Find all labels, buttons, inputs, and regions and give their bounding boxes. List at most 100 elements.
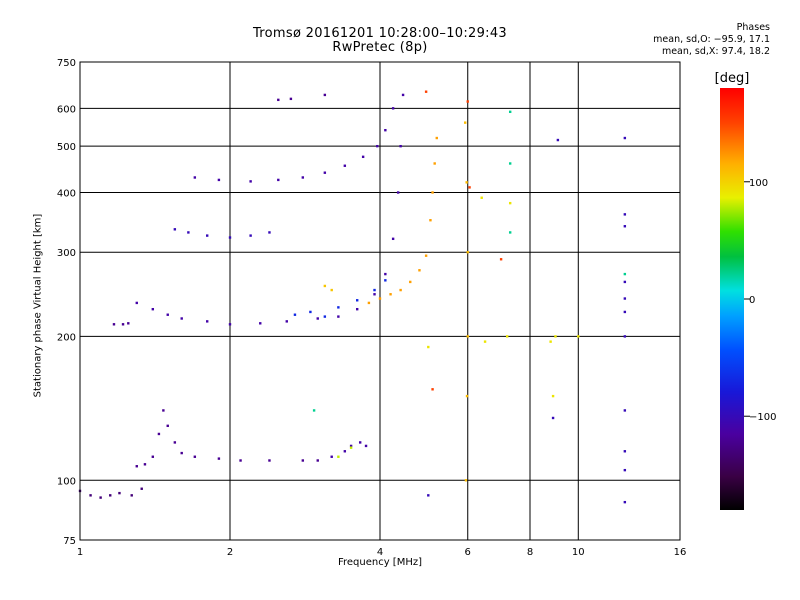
echo-point — [217, 457, 221, 460]
echo-point — [130, 494, 133, 497]
echo-point — [367, 301, 371, 305]
echo-point — [217, 178, 221, 182]
echo-point — [623, 225, 627, 228]
chart-subtitle: RwPretec (8p) — [332, 40, 428, 55]
echo-point — [151, 455, 155, 458]
echo-point — [330, 455, 333, 458]
echo-point — [431, 191, 434, 194]
colorbar-label: [deg] — [715, 71, 750, 86]
echo-point — [623, 272, 627, 276]
echo-point — [508, 162, 512, 165]
stats-x-mode: mean, sd,X: 97.4, 18.2 — [661, 46, 770, 57]
echo-point — [427, 345, 430, 349]
echo-point — [277, 178, 280, 182]
echo-point — [373, 293, 376, 296]
echo-point — [343, 450, 347, 453]
echo-point — [577, 335, 580, 338]
x-tick-label: 8 — [527, 547, 533, 558]
echo-point — [623, 213, 627, 216]
echo-point — [435, 136, 438, 140]
echo-point — [429, 219, 432, 222]
echo-point — [483, 340, 487, 343]
echo-point — [466, 100, 469, 103]
echo-point — [268, 459, 271, 462]
echo-point — [89, 494, 92, 497]
phase-stats: Phases mean, sd,O: −95.9, 17.1 mean, sd,… — [653, 22, 770, 58]
echo-point — [143, 463, 147, 466]
echo-point — [623, 335, 627, 338]
echo-point — [109, 494, 112, 497]
echo-point — [355, 299, 359, 302]
echo-point — [424, 90, 428, 93]
echo-point — [316, 459, 319, 462]
echo-point — [551, 394, 555, 398]
echo-point — [323, 93, 327, 97]
echo-point — [554, 335, 557, 338]
y-tick-label: 750 — [57, 58, 76, 69]
echo-point — [151, 307, 155, 311]
echo-point — [301, 176, 305, 179]
echo-point — [355, 307, 359, 311]
echo-point — [187, 231, 190, 234]
chart-title: Tromsø 20161201 10:28:00–10:29:43 — [252, 26, 508, 41]
echo-point — [551, 416, 555, 420]
echo-point — [268, 231, 271, 234]
echo-point — [391, 107, 395, 110]
echo-point — [499, 258, 503, 261]
echo-point — [205, 234, 209, 237]
x-tick-label: 2 — [227, 547, 233, 558]
echo-point — [401, 93, 405, 97]
y-axis-ticks: 75 100 200 300 400 500 600 750 — [57, 58, 76, 547]
echo-point — [623, 409, 627, 412]
echo-point — [464, 121, 467, 124]
echo-point — [330, 288, 333, 292]
echo-point — [277, 98, 280, 102]
echo-point — [173, 228, 177, 231]
echo-point — [508, 231, 512, 234]
echo-point — [468, 186, 471, 189]
echo-point — [323, 171, 327, 174]
echo-point — [508, 201, 512, 205]
echo-point — [166, 424, 169, 428]
echo-point — [249, 180, 252, 183]
echo-point — [112, 323, 116, 326]
echo-point — [193, 455, 197, 458]
echo-point — [337, 306, 340, 309]
echo-point — [399, 144, 402, 148]
echo-point — [391, 237, 395, 241]
plot-frame — [79, 61, 681, 541]
echo-point — [389, 293, 392, 296]
echo-point — [337, 455, 340, 458]
echo-point — [623, 310, 627, 314]
data-points — [78, 90, 627, 504]
y-tick-label: 100 — [57, 476, 76, 487]
echo-point — [173, 441, 177, 444]
echo-point — [166, 313, 169, 316]
echo-point — [285, 320, 288, 323]
echo-point — [118, 491, 121, 495]
x-axis-ticks: 1 2 4 6 8 10 16 — [77, 547, 687, 558]
echo-point — [373, 288, 376, 292]
echo-point — [289, 97, 293, 101]
echo-point — [180, 317, 183, 320]
echo-point — [424, 254, 428, 257]
echo-point — [466, 251, 469, 254]
echo-point — [358, 441, 362, 444]
echo-point — [623, 468, 627, 472]
echo-point — [433, 162, 436, 165]
echo-point — [409, 280, 412, 284]
echo-point — [623, 136, 627, 140]
echo-point — [384, 128, 387, 132]
echo-point — [180, 451, 183, 455]
echo-point — [623, 500, 627, 504]
echo-point — [135, 301, 138, 305]
echo-point — [376, 144, 379, 148]
echo-point — [228, 323, 232, 326]
echo-point — [239, 459, 242, 462]
echo-point — [378, 297, 382, 300]
x-tick-label: 4 — [377, 547, 383, 558]
echo-point — [480, 196, 483, 199]
x-tick-label: 6 — [465, 547, 471, 558]
echo-point — [623, 297, 627, 300]
